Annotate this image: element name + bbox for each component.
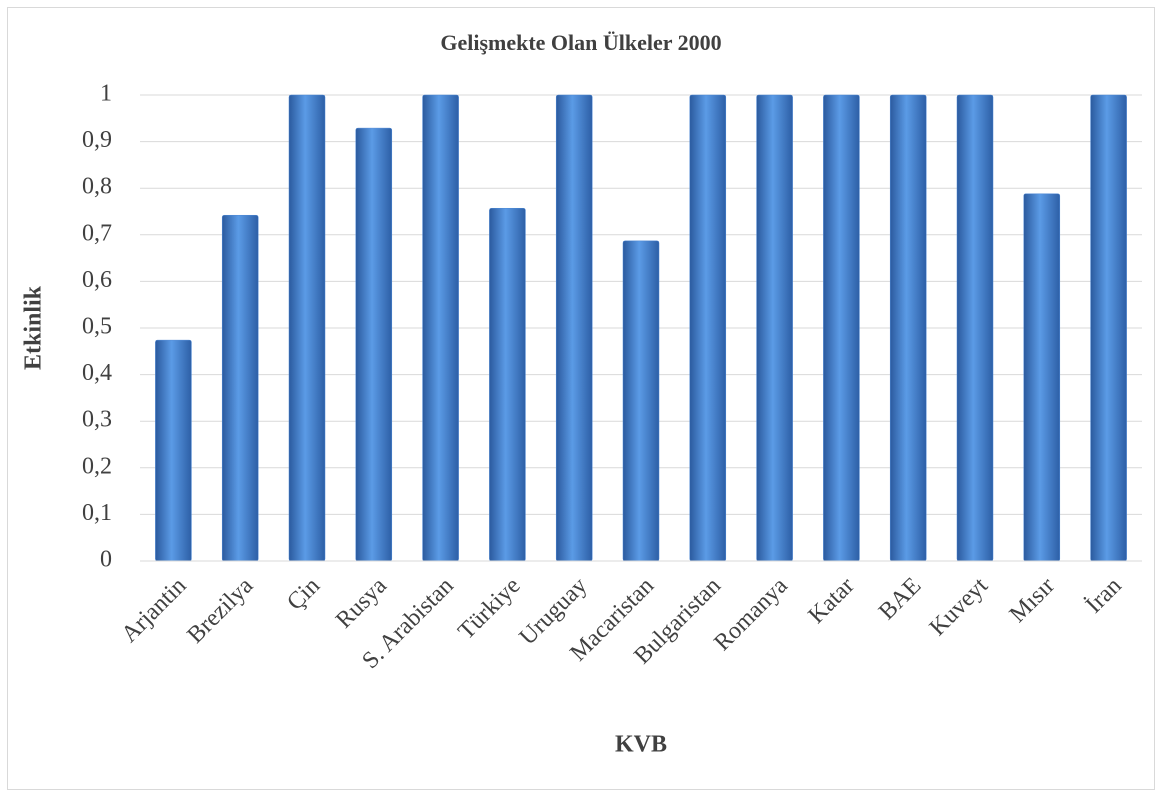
y-tick-label: 0,7 — [82, 220, 112, 246]
bar — [823, 94, 860, 562]
y-tick-label: 0,4 — [82, 360, 112, 386]
bar — [155, 339, 192, 562]
bar — [355, 127, 393, 562]
y-tick-label: 0,8 — [82, 174, 112, 200]
bar — [622, 240, 660, 562]
bar — [689, 94, 727, 562]
bar — [422, 94, 459, 562]
bar — [1023, 193, 1061, 562]
bar — [956, 94, 994, 562]
chart-title: Gelişmekte Olan Ülkeler 2000 — [440, 30, 721, 55]
y-tick-label: 0,1 — [82, 500, 112, 526]
y-tick-label: 0,3 — [82, 407, 112, 433]
bar — [889, 94, 927, 562]
y-tick-label: 0,6 — [82, 267, 112, 293]
y-tick-label: 0,2 — [82, 453, 112, 479]
y-tick-label: 0 — [100, 547, 112, 573]
bar — [221, 214, 259, 562]
y-tick-label: 0,9 — [82, 127, 112, 153]
bar — [756, 94, 793, 562]
bar — [555, 94, 593, 562]
y-tick-label: 1 — [100, 81, 112, 107]
bar — [489, 207, 526, 562]
y-axis-label: Etkinlik — [21, 285, 47, 370]
x-axis-label: KVB — [615, 732, 667, 758]
bar — [288, 94, 326, 562]
bar — [1090, 94, 1127, 562]
y-tick-label: 0,5 — [82, 314, 112, 340]
